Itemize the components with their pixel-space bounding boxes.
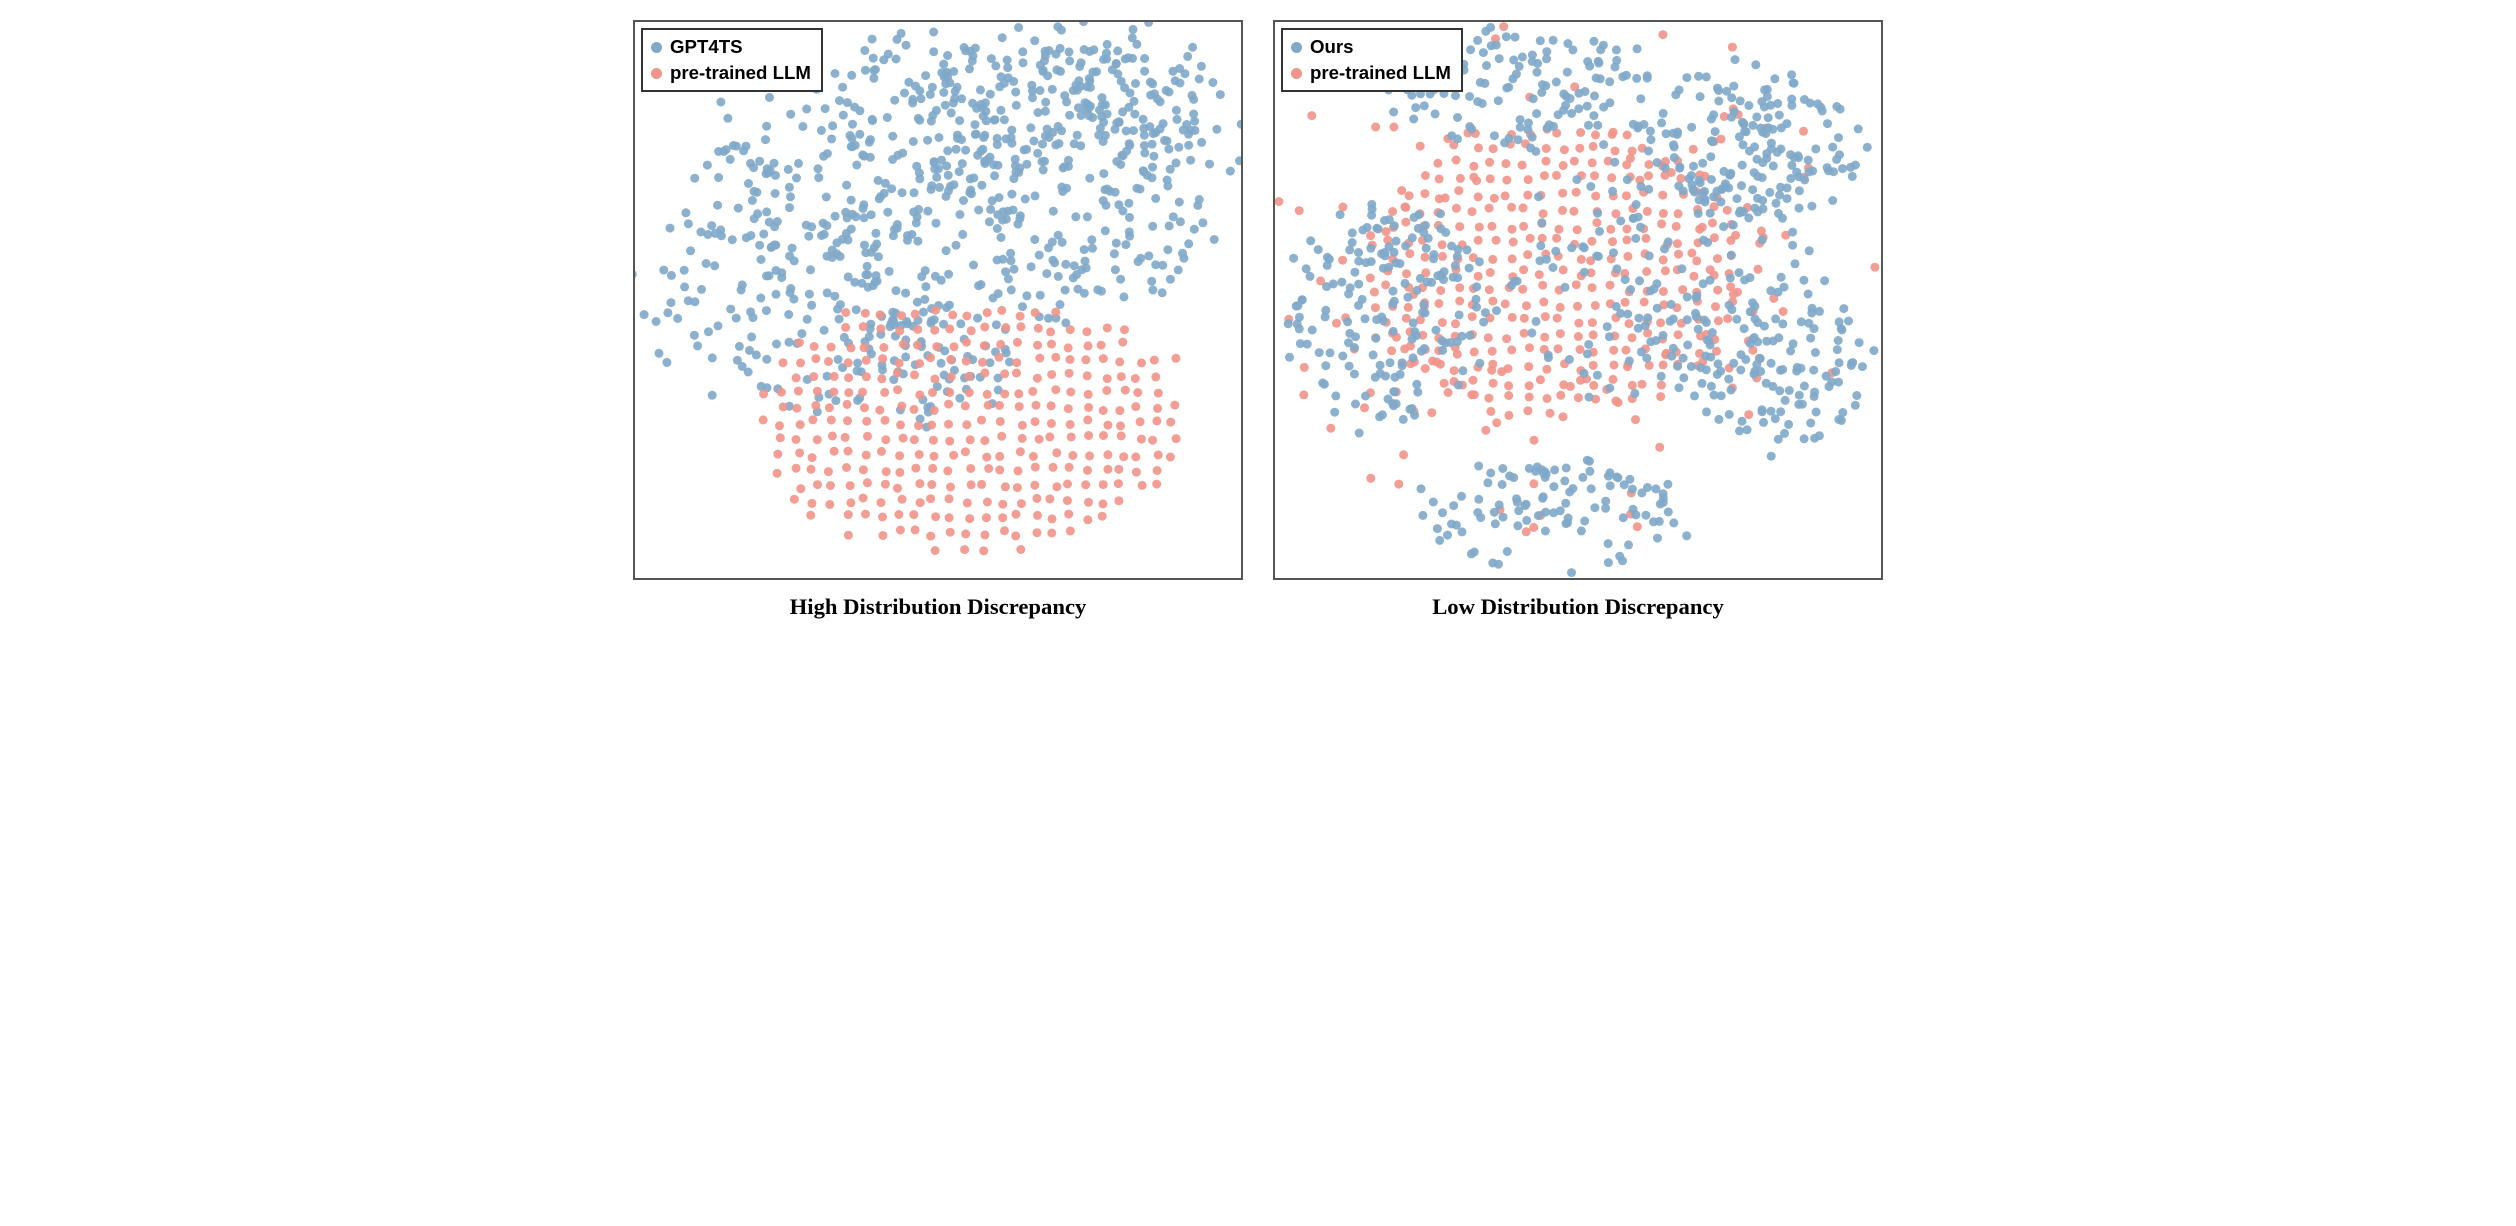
legend-left: GPT4TS pre-trained LLM xyxy=(641,28,823,92)
legend-item-ours: Ours xyxy=(1291,36,1451,58)
figure-container: GPT4TS pre-trained LLM High Distribution… xyxy=(20,20,2496,620)
panel-right: Ours pre-trained LLM Low Distribution Di… xyxy=(1273,20,1883,620)
legend-swatch-pretrained-left xyxy=(651,68,662,79)
plot-box-left: GPT4TS pre-trained LLM xyxy=(633,20,1243,580)
legend-item-gpt4ts: GPT4TS xyxy=(651,36,811,58)
legend-right: Ours pre-trained LLM xyxy=(1281,28,1463,92)
plot-box-right: Ours pre-trained LLM xyxy=(1273,20,1883,580)
legend-swatch-gpt4ts xyxy=(651,42,662,53)
caption-right: Low Distribution Discrepancy xyxy=(1432,594,1724,620)
legend-swatch-pretrained-right xyxy=(1291,68,1302,79)
scatter-svg-left xyxy=(635,22,1243,580)
legend-label-ours: Ours xyxy=(1310,36,1354,58)
legend-label-pretrained-right: pre-trained LLM xyxy=(1310,62,1451,84)
panel-left: GPT4TS pre-trained LLM High Distribution… xyxy=(633,20,1243,620)
legend-label-pretrained-left: pre-trained LLM xyxy=(670,62,811,84)
caption-right-text: Low Distribution Discrepancy xyxy=(1432,594,1724,619)
legend-item-pretrained-left: pre-trained LLM xyxy=(651,62,811,84)
legend-label-gpt4ts: GPT4TS xyxy=(670,36,743,58)
scatter-svg-right xyxy=(1275,22,1883,580)
legend-swatch-ours xyxy=(1291,42,1302,53)
caption-left: High Distribution Discrepancy xyxy=(790,594,1087,620)
legend-item-pretrained-right: pre-trained LLM xyxy=(1291,62,1451,84)
caption-left-text: High Distribution Discrepancy xyxy=(790,594,1087,619)
